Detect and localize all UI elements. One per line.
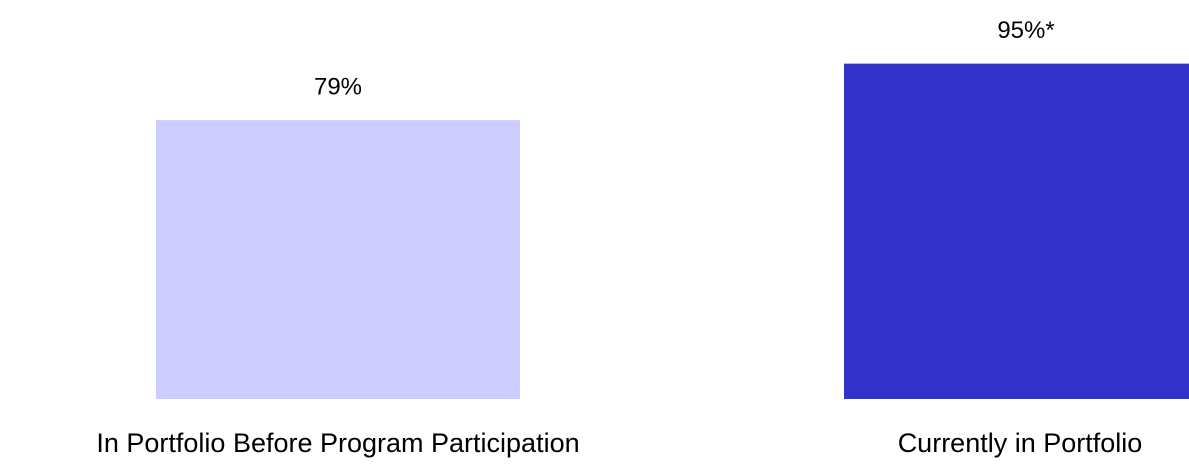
x-tick-label: In Portfolio Before Program Participatio…	[96, 428, 579, 458]
x-tick-label: Currently in Portfolio	[898, 428, 1143, 458]
value-label: 79%	[314, 73, 362, 100]
value-label: 95%*	[997, 17, 1054, 44]
bar	[156, 120, 520, 399]
bar	[844, 63, 1189, 400]
